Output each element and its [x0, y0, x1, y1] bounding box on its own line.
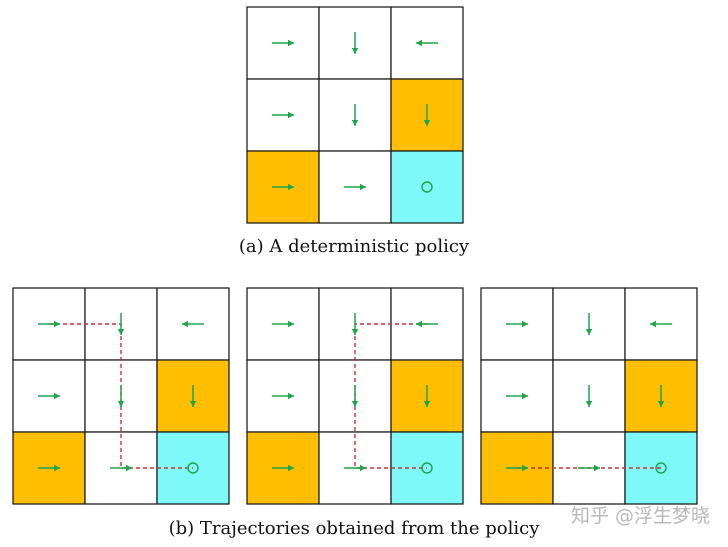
traj1-arrow-left-icon-0-2 [182, 320, 204, 328]
traj2-arrow-right-icon-0-0 [272, 320, 294, 328]
top-arrow-down-icon-1-2 [423, 104, 431, 126]
trajectory-grid-1 [12, 287, 230, 505]
traj2-stay-circle-icon-2-2 [421, 462, 433, 474]
watermark: 知乎 @浮生梦晓 [571, 505, 710, 527]
traj1-arrow-down-icon-1-1 [117, 385, 125, 407]
traj1-arrow-down-icon-1-2 [189, 385, 197, 407]
traj1-arrow-right-icon-2-1 [110, 464, 132, 472]
traj2-arrow-down-icon-0-1 [351, 313, 359, 335]
traj3-arrow-down-icon-0-1 [585, 313, 593, 335]
traj3-arrow-right-icon-2-1 [578, 464, 600, 472]
traj1-arrow-right-icon-0-0 [38, 320, 60, 328]
traj1-arrow-down-icon-0-1 [117, 313, 125, 335]
traj2-arrow-left-icon-0-2 [416, 320, 438, 328]
traj3-stay-circle-icon-2-2 [655, 462, 667, 474]
top-arrow-down-icon-1-1 [351, 104, 359, 126]
top-cell-2-1 [318, 150, 392, 224]
top-arrow-right-icon-1-0 [272, 111, 294, 119]
traj3-arrow-down-icon-1-1 [585, 385, 593, 407]
traj3-arrow-down-icon-1-2 [657, 385, 665, 407]
traj2-arrow-down-icon-1-1 [351, 385, 359, 407]
top-arrow-right-icon-0-0 [272, 39, 294, 47]
deterministic-policy-grid [246, 6, 464, 224]
top-arrow-left-icon-0-2 [416, 39, 438, 47]
traj2-arrow-right-icon-2-0 [272, 464, 294, 472]
traj3-arrow-left-icon-0-2 [650, 320, 672, 328]
trajectory-grid-3 [480, 287, 698, 505]
trajectory-grid-2 [246, 287, 464, 505]
traj1-arrow-right-icon-1-0 [38, 392, 60, 400]
top-cell-2-2 [390, 150, 464, 224]
traj2-arrow-down-icon-1-2 [423, 385, 431, 407]
traj2-arrow-right-icon-1-0 [272, 392, 294, 400]
top-stay-circle-icon-2-2 [421, 181, 433, 193]
top-arrow-down-icon-0-1 [351, 32, 359, 54]
traj1-stay-circle-icon-2-2 [187, 462, 199, 474]
traj1-cell-0-1 [84, 287, 158, 361]
top-arrow-right-icon-2-0 [272, 183, 294, 191]
traj3-arrow-right-icon-0-0 [506, 320, 528, 328]
top-arrow-right-icon-2-1 [344, 183, 366, 191]
traj3-cell-0-1 [552, 287, 626, 361]
bottom-caption: (b) Trajectories obtained from the polic… [169, 518, 541, 539]
traj1-arrow-right-icon-2-0 [38, 464, 60, 472]
top-caption: (a) A deterministic policy [239, 236, 470, 257]
traj3-arrow-right-icon-2-0 [506, 464, 528, 472]
traj2-arrow-right-icon-2-1 [344, 464, 366, 472]
traj3-arrow-right-icon-1-0 [506, 392, 528, 400]
